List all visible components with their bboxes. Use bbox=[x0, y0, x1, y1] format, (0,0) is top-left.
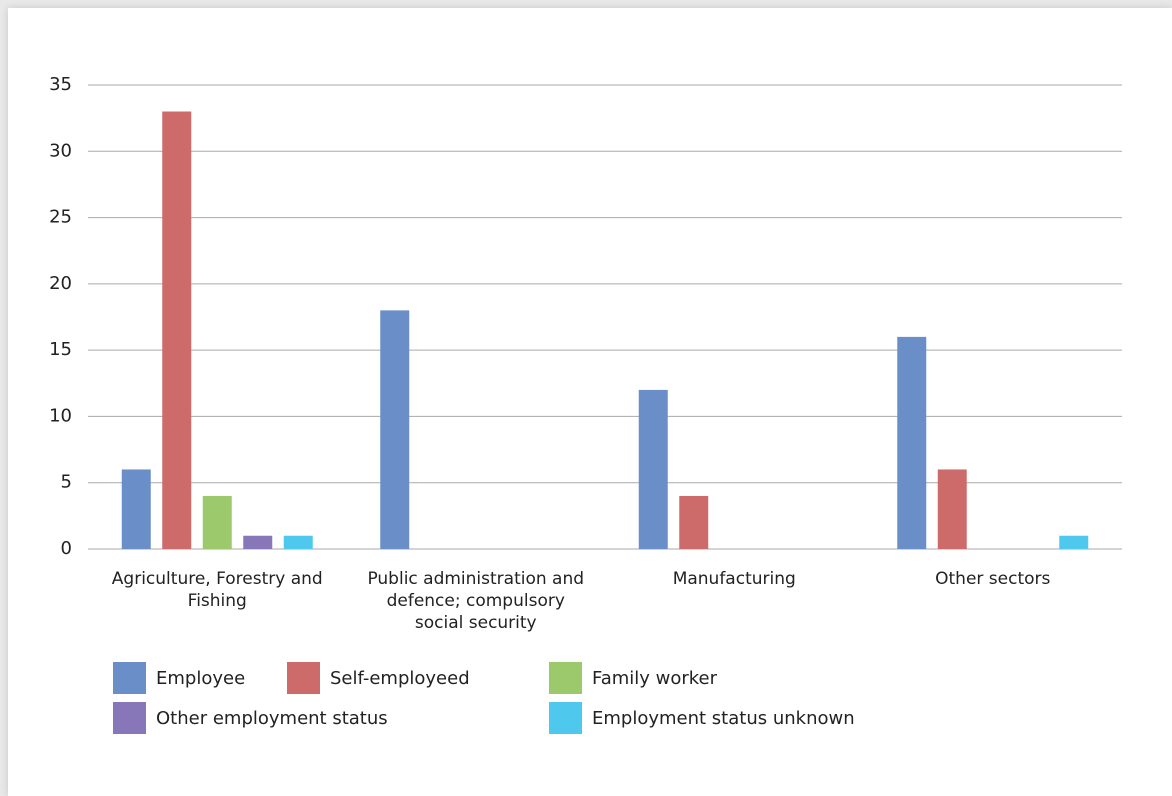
y-tick-label: 15 bbox=[49, 339, 72, 360]
legend-label: Family worker bbox=[592, 668, 718, 689]
chart-card bbox=[8, 8, 1172, 796]
y-tick-label: 5 bbox=[61, 472, 72, 493]
bar bbox=[679, 495, 709, 549]
x-tick-label: Public administration and defence; compu… bbox=[367, 569, 585, 633]
y-tick-label: 30 bbox=[49, 140, 72, 161]
y-tick-label: 0 bbox=[61, 538, 72, 559]
y-tick-label: 10 bbox=[49, 405, 72, 426]
legend-label: Other employment status bbox=[156, 708, 388, 729]
legend-label: Employee bbox=[156, 668, 245, 689]
legend-label: Self-employeed bbox=[330, 668, 470, 689]
bar bbox=[937, 469, 967, 549]
bar bbox=[283, 535, 313, 549]
bar bbox=[380, 310, 410, 549]
bar bbox=[121, 469, 151, 549]
x-tick-label: Other sectors bbox=[935, 569, 1051, 589]
bar bbox=[162, 111, 192, 549]
x-tick-label: Manufacturing bbox=[672, 569, 796, 589]
legend-label: Employment status unknown bbox=[592, 708, 855, 729]
legend-swatch bbox=[549, 662, 582, 694]
bar bbox=[897, 336, 927, 549]
y-tick-label: 20 bbox=[49, 273, 72, 294]
y-tick-label: 35 bbox=[49, 74, 72, 95]
legend-swatch bbox=[549, 702, 582, 734]
y-tick-label: 25 bbox=[49, 207, 72, 228]
legend-swatch bbox=[113, 702, 146, 734]
legend-swatch bbox=[113, 662, 146, 694]
bar bbox=[202, 495, 232, 549]
legend-swatch bbox=[287, 662, 320, 694]
bar bbox=[1059, 535, 1089, 549]
bar bbox=[243, 535, 273, 549]
x-tick-label: Agriculture, Forestry and Fishing bbox=[111, 569, 323, 611]
bar bbox=[638, 389, 668, 549]
